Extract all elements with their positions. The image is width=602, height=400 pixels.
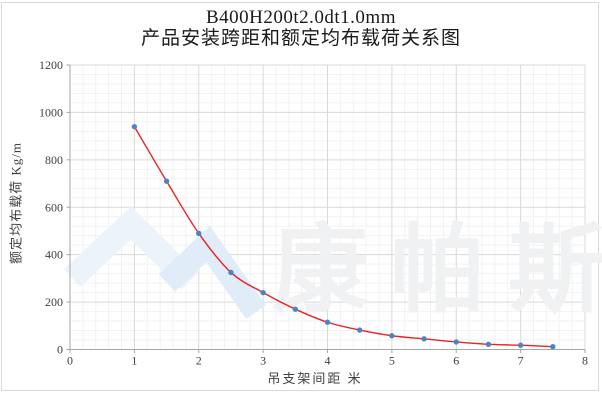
y-tick-label: 1000 bbox=[39, 105, 63, 119]
x-tick-label: 6 bbox=[453, 354, 459, 368]
data-point-marker bbox=[453, 339, 459, 345]
data-point-marker bbox=[163, 178, 170, 184]
x-tick-label: 0 bbox=[67, 354, 73, 368]
y-tick-label: 400 bbox=[45, 248, 63, 262]
y-tick-label: 800 bbox=[45, 153, 63, 167]
chart-title-block: B400H200t2.0dt1.0mm 产品安装跨距和额定均布载荷关系图 bbox=[0, 7, 602, 49]
data-point-marker bbox=[517, 342, 524, 348]
chart-area-border bbox=[1, 2, 599, 391]
x-tick-label: 4 bbox=[325, 354, 331, 368]
data-point-marker bbox=[421, 336, 427, 342]
x-tick-label: 5 bbox=[389, 354, 395, 368]
watermark-text: 康帕斯 bbox=[272, 217, 602, 324]
data-point-marker bbox=[485, 341, 492, 347]
data-point-marker bbox=[356, 327, 363, 333]
data-point-marker bbox=[228, 269, 234, 276]
x-tick-label: 3 bbox=[260, 354, 266, 368]
y-tick-label: 0 bbox=[57, 343, 63, 357]
data-point-marker bbox=[324, 319, 331, 325]
data-point-marker bbox=[196, 230, 202, 237]
data-point-marker bbox=[292, 306, 299, 312]
y-tick-label: 600 bbox=[45, 200, 63, 214]
data-point-marker bbox=[389, 333, 395, 339]
data-point-marker bbox=[550, 343, 556, 350]
x-tick-label: 8 bbox=[582, 354, 588, 368]
watermark-chevron-left-icon bbox=[63, 206, 199, 290]
data-point-marker bbox=[260, 289, 266, 296]
chart-subtitle: 产品安装跨距和额定均布载荷关系图 bbox=[140, 28, 461, 49]
chart-title: B400H200t2.0dt1.0mm bbox=[205, 7, 396, 28]
y-tick-label: 1200 bbox=[39, 58, 63, 72]
data-point-marker bbox=[131, 123, 138, 130]
x-axis-title: 吊支架间距 米 bbox=[267, 371, 363, 386]
x-tick-label: 1 bbox=[131, 354, 137, 368]
x-tick-label: 2 bbox=[196, 354, 202, 368]
y-tick-label: 200 bbox=[45, 295, 63, 309]
watermark-chevron-right-icon bbox=[158, 225, 266, 319]
x-tick-label: 7 bbox=[518, 354, 524, 368]
y-axis-title: 额定均布载荷 Kg/m bbox=[8, 142, 24, 264]
